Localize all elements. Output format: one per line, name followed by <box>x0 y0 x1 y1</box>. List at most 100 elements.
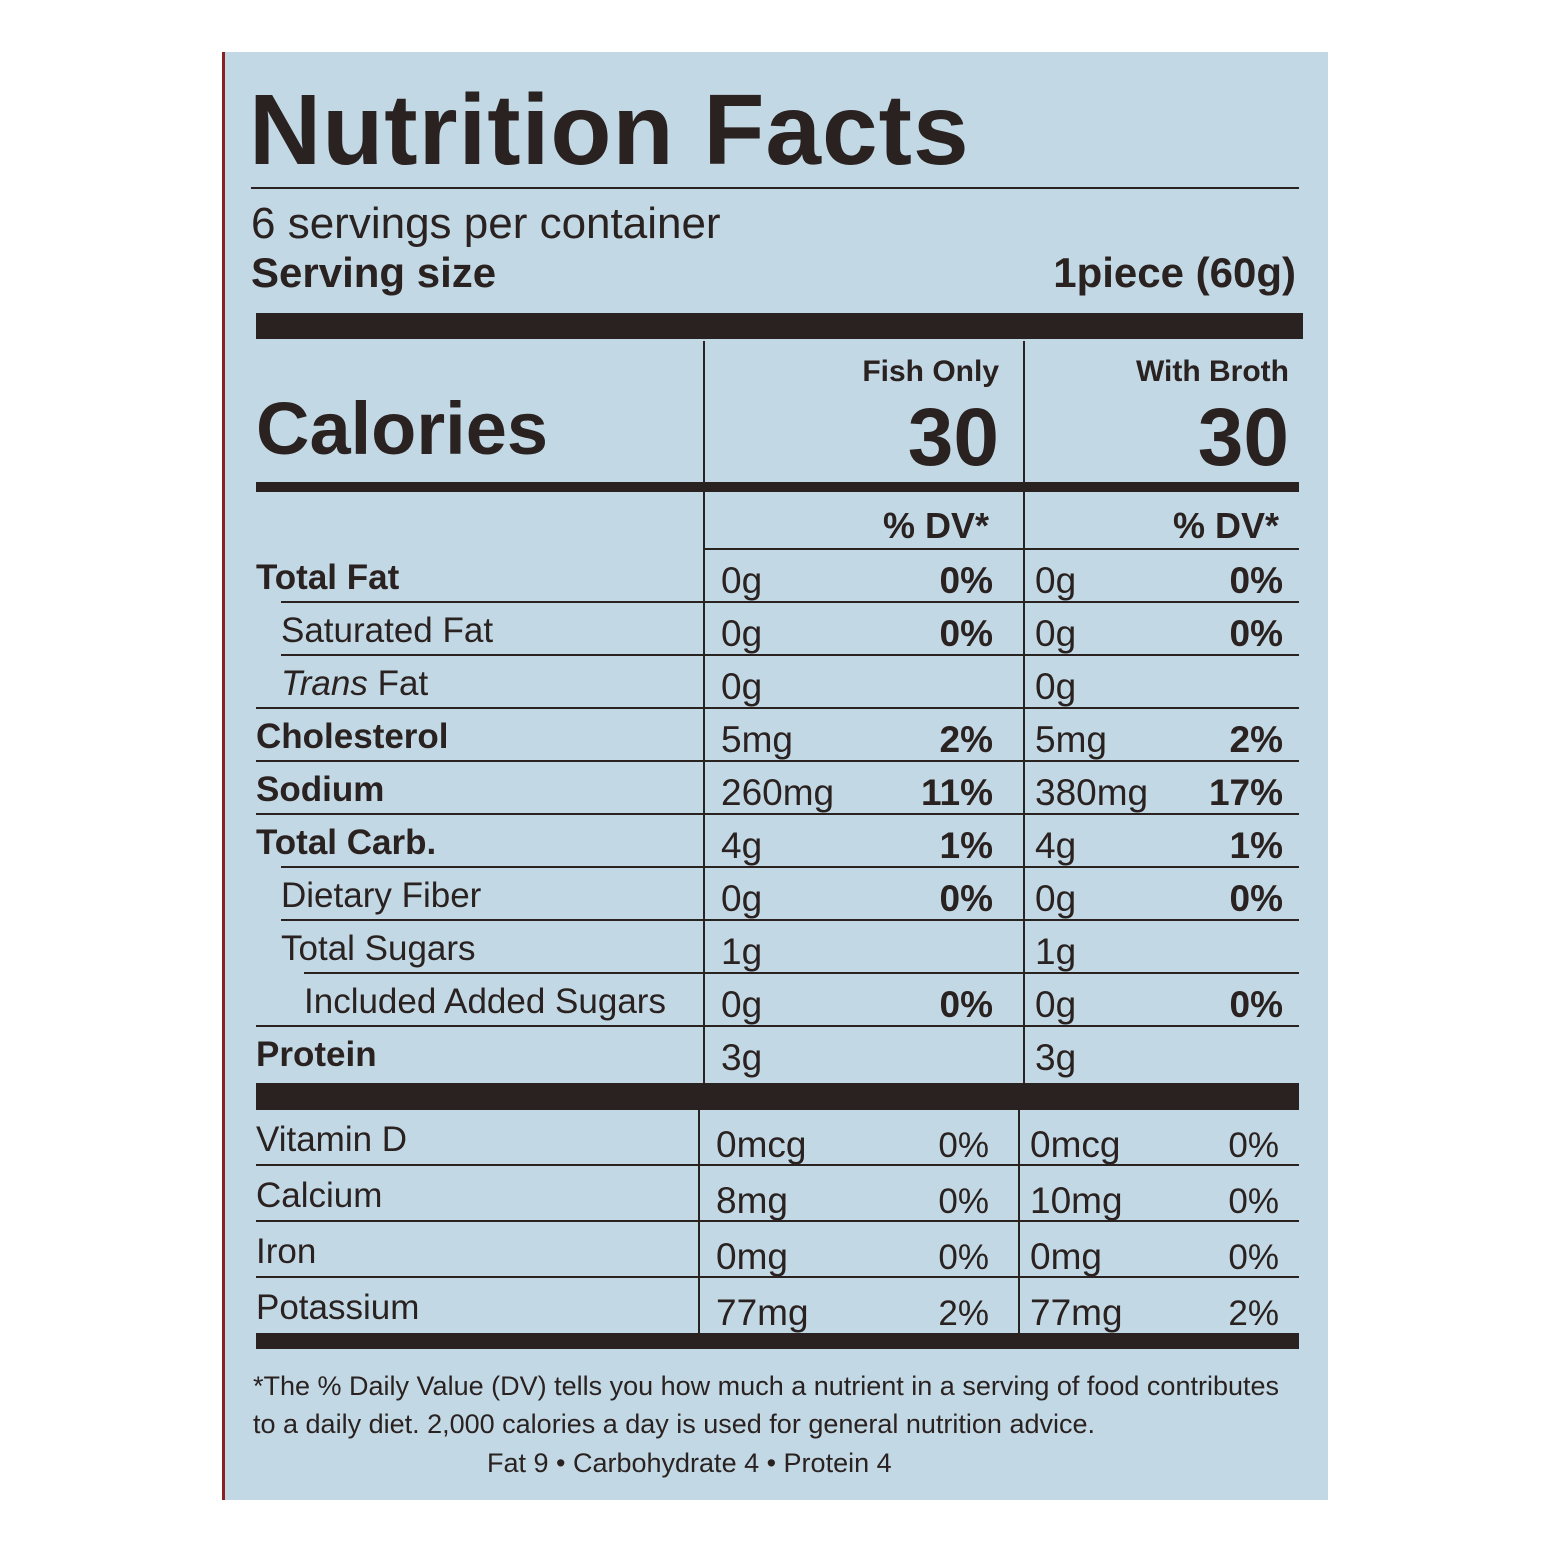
amount: 0g <box>721 613 763 654</box>
row-rule <box>281 654 1299 656</box>
daily-value: 0% <box>939 984 993 1025</box>
amount: 0g <box>721 560 763 601</box>
nutrient-name: Saturated Fat <box>281 613 493 648</box>
amount: 8mg <box>716 1180 788 1221</box>
calories-value: 30 <box>1197 392 1289 483</box>
amount: 0g <box>1035 613 1077 654</box>
nutrient-name: Protein <box>256 1037 377 1072</box>
servings: 6 servings per container <box>251 199 721 248</box>
daily-value: 0% <box>1228 1126 1279 1165</box>
footnote-line: to a daily diet. 2,000 calories a day is… <box>253 1409 1095 1439</box>
thick-rule <box>256 1083 1299 1110</box>
calories-label: Calories <box>256 387 549 470</box>
nutrient-name-italic: Trans <box>281 664 368 703</box>
amount: 0mcg <box>716 1124 807 1165</box>
nutrient-name-text: Total Carb. <box>256 823 437 862</box>
nutrition-label: Nutrition Facts 6 servings per container… <box>222 52 1328 1500</box>
dv-header: % DV* <box>882 505 989 546</box>
daily-value: 0% <box>939 560 993 601</box>
nutrient-name-text: Total Sugars <box>281 929 476 968</box>
daily-value: 0% <box>1228 1238 1279 1277</box>
title: Nutrition Facts <box>249 74 970 186</box>
amount: 77mg <box>716 1292 809 1333</box>
amount: 260mg <box>721 772 835 813</box>
amount: 1g <box>721 931 763 972</box>
nutrient-name-text: Protein <box>256 1035 377 1074</box>
amount: 0g <box>1035 666 1077 707</box>
serving-size-label: Serving size <box>251 249 497 296</box>
row-rule <box>304 972 1299 974</box>
amount: 3g <box>1035 1037 1077 1078</box>
amount: 1g <box>1035 931 1077 972</box>
amount: 0mg <box>716 1236 788 1277</box>
row-rule <box>256 1276 1299 1278</box>
rule <box>703 548 1299 550</box>
rule <box>251 187 1299 189</box>
nutrient-name: Included Added Sugars <box>304 984 666 1019</box>
amount: 77mg <box>1030 1292 1123 1333</box>
nutrient-name: Cholesterol <box>256 719 449 754</box>
row-rule <box>256 760 1299 762</box>
row-rule <box>256 1025 1299 1027</box>
amount: 5mg <box>1035 719 1107 760</box>
column-line <box>1023 341 1025 1083</box>
nutrient-name-text: Total Fat <box>256 558 400 597</box>
daily-value: 2% <box>1229 719 1283 760</box>
daily-value: 11% <box>920 772 993 813</box>
nutrient-name: Total Sugars <box>281 931 476 966</box>
amount: 10mg <box>1030 1180 1123 1221</box>
row-rule <box>281 919 1299 921</box>
daily-value: 0% <box>938 1126 989 1165</box>
daily-value: 0% <box>1228 1182 1279 1221</box>
amount: 0g <box>721 984 763 1025</box>
row-rule <box>281 866 1299 868</box>
nutrient-name-text: Dietary Fiber <box>281 876 482 915</box>
thick-rule <box>256 1333 1299 1349</box>
daily-value: 2% <box>938 1294 989 1333</box>
vitamin-name: Vitamin D <box>256 1120 408 1159</box>
column-line <box>703 341 705 1083</box>
row-rule <box>256 1220 1299 1222</box>
amount: 4g <box>721 825 763 866</box>
amount: 3g <box>721 1037 763 1078</box>
amount: 0g <box>1035 560 1077 601</box>
calories-value: 30 <box>907 392 999 483</box>
daily-value: 0% <box>938 1238 989 1277</box>
vitamin-name: Potassium <box>256 1288 420 1327</box>
nutrient-name-text: Fat <box>377 664 429 703</box>
nutrient-name-text: Saturated Fat <box>281 611 494 650</box>
row-rule <box>256 707 1299 709</box>
nutrient-name-text: Included Added Sugars <box>304 982 666 1021</box>
daily-value: 0% <box>938 1182 989 1221</box>
nutrient-name: Total Carb. <box>256 825 436 860</box>
daily-value: 1% <box>939 825 993 866</box>
footer: Fat 9 • Carbohydrate 4 • Protein 4 <box>487 1448 892 1478</box>
amount: 0g <box>1035 984 1077 1025</box>
vitamin-name: Iron <box>256 1232 317 1271</box>
column-header: Fish Only <box>862 355 999 388</box>
row-rule <box>256 1164 1299 1166</box>
daily-value: 17% <box>1208 772 1283 813</box>
daily-value: 2% <box>1228 1294 1279 1333</box>
amount: 0g <box>721 878 763 919</box>
nutrient-name: Sodium <box>256 772 384 807</box>
nutrient-name: Total Fat <box>256 560 399 595</box>
nutrient-name: Trans Fat <box>281 666 428 701</box>
footnote: *The % Daily Value (DV) tells you how mu… <box>253 1367 1279 1443</box>
column-header: With Broth <box>1135 355 1289 388</box>
amount: 0mg <box>1030 1236 1102 1277</box>
vitamin-name: Calcium <box>256 1176 383 1215</box>
amount: 0g <box>721 666 763 707</box>
daily-value: 0% <box>1229 560 1283 601</box>
daily-value: 0% <box>939 613 993 654</box>
amount: 0g <box>1035 878 1077 919</box>
nutrient-name-text: Sodium <box>256 770 385 809</box>
nutrient-name: Dietary Fiber <box>281 878 481 913</box>
rule <box>256 482 1299 492</box>
serving-size-value: 1piece (60g) <box>1053 249 1296 296</box>
footnote-line: *The % Daily Value (DV) tells you how mu… <box>253 1371 1279 1401</box>
row-rule <box>256 813 1299 815</box>
amount: 5mg <box>721 719 793 760</box>
daily-value: 0% <box>1229 984 1283 1025</box>
daily-value: 0% <box>1229 878 1283 919</box>
